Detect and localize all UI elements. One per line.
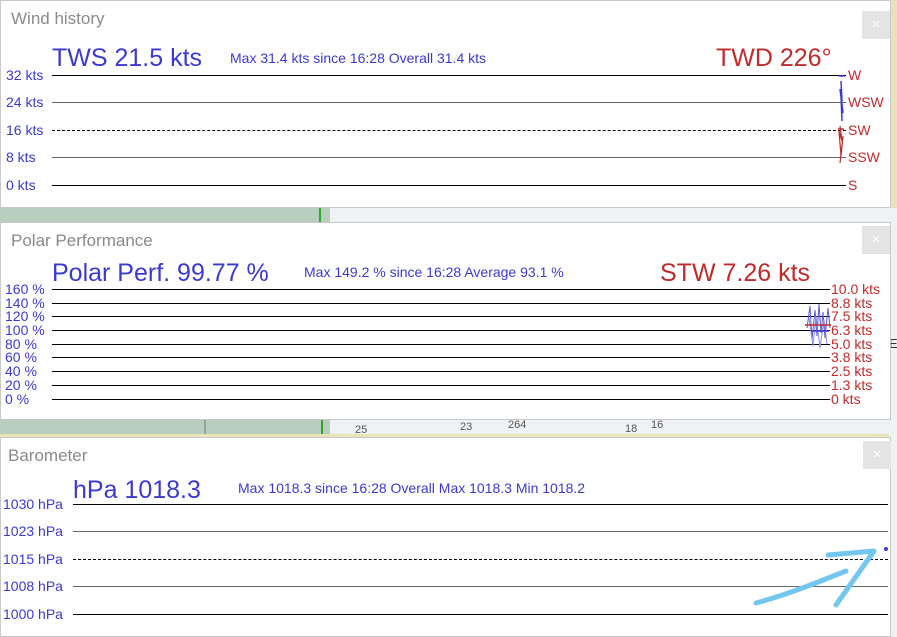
barometer-grid-line — [73, 559, 888, 560]
barometer-grid-line — [73, 531, 888, 532]
barometer-axis-label: 1023 hPa — [3, 523, 63, 539]
polar-grid-line — [52, 399, 830, 400]
polar-grid-line — [52, 303, 830, 304]
wind-grid-line — [52, 185, 846, 186]
polar-axis-label: 160 % — [5, 281, 45, 297]
barometer-value: hPa 1018.3 — [73, 476, 201, 504]
wind-direction-label: WSW — [848, 94, 884, 110]
polar-perf-value: Polar Perf. 99.77 % — [52, 259, 269, 287]
polar-grid-line — [52, 289, 830, 290]
map-depth-label: 18 — [625, 423, 637, 435]
barometer-grid-line — [73, 586, 888, 587]
polar-performance-trace — [805, 303, 831, 349]
polar-axis-label: 20 % — [5, 377, 37, 393]
wind-axis-label: 8 kts — [6, 149, 36, 165]
polar-axis-label: 100 % — [5, 322, 45, 338]
barometer-axis-label: 1008 hPa — [3, 578, 63, 594]
barometer-axis-label: 1030 hPa — [3, 496, 63, 512]
map-depth-label: 16 — [651, 419, 663, 431]
polar-speed-label: 3.8 kts — [831, 349, 873, 365]
barometer-grid-line — [73, 614, 888, 615]
wind-history-panel: Wind history × TWS 21.5 kts Max 31.4 kts… — [0, 0, 891, 208]
tws-value: TWS 21.5 kts — [52, 44, 203, 72]
polar-performance-title: Polar Performance — [11, 231, 153, 250]
wind-grid-line — [52, 75, 846, 76]
polar-axis-label: 40 % — [5, 363, 37, 379]
barometer-title: Barometer — [8, 446, 88, 465]
wind-direction-label: S — [848, 177, 858, 193]
polar-grid-line — [52, 344, 830, 345]
twd-value: TWD 226° — [716, 44, 832, 72]
barometer-close-button[interactable]: × — [863, 441, 891, 469]
polar-speed-label: 8.8 kts — [831, 295, 873, 311]
barometer-panel: Barometer × hPa 1018.3 Max 1018.3 since … — [0, 437, 891, 637]
wind-grid-line — [52, 130, 846, 131]
polar-speed-label: 1.3 kts — [831, 377, 873, 393]
polar-speed-label: 6.3 kts — [831, 322, 873, 338]
stw-value: STW 7.26 kts — [660, 259, 811, 287]
polar-grid-line — [52, 371, 830, 372]
wind-history-close-button[interactable]: × — [862, 11, 890, 39]
map-depth-label: 25 — [355, 424, 367, 436]
polar-grid-line — [52, 330, 830, 331]
barometer-axis-label: 1000 hPa — [3, 606, 63, 622]
polar-speed-label: 7.5 kts — [831, 308, 873, 324]
barometer-axis-label: 1015 hPa — [3, 551, 63, 567]
polar-stats: Max 149.2 % since 16:28 Average 93.1 % — [304, 264, 564, 280]
wind-axis-label: 24 kts — [6, 94, 44, 110]
map-depth-label: 264 — [508, 419, 526, 431]
polar-axis-label: 60 % — [5, 349, 37, 365]
polar-grid-line — [52, 385, 830, 386]
barometer-stats: Max 1018.3 since 16:28 Overall Max 1018.… — [238, 480, 586, 496]
wind-axis-label: 16 kts — [6, 122, 44, 138]
map-depth-label: 23 — [460, 421, 472, 433]
polar-axis-label: 120 % — [5, 308, 45, 324]
wind-history-trace — [838, 75, 845, 164]
polar-axis-label: 140 % — [5, 295, 45, 311]
map-depth-label: E — [889, 336, 897, 351]
polar-speed-label: 5.0 kts — [831, 336, 873, 352]
barometer-trend-arrow-icon — [753, 547, 888, 608]
wind-axis-label: 0 kts — [6, 177, 36, 193]
polar-speed-label: 0 kts — [831, 391, 861, 407]
polar-axis-label: 0 % — [5, 391, 30, 407]
polar-grid-line — [52, 316, 830, 317]
wind-grid-line — [52, 102, 846, 103]
polar-speed-label: 2.5 kts — [831, 363, 873, 379]
polar-performance-close-button[interactable]: × — [862, 226, 890, 254]
wind-stats: Max 31.4 kts since 16:28 Overall 31.4 kt… — [230, 50, 487, 66]
wind-axis-label: 32 kts — [6, 67, 44, 83]
barometer-grid-line — [73, 504, 888, 505]
polar-speed-label: 10.0 kts — [831, 281, 881, 297]
wind-direction-label: SW — [848, 122, 871, 138]
polar-grid-line — [52, 357, 830, 358]
polar-performance-panel: Polar Performance × Polar Perf. 99.77 % … — [0, 222, 891, 420]
wind-direction-label: SSW — [848, 149, 880, 165]
wind-grid-line — [52, 157, 846, 158]
polar-axis-label: 80 % — [5, 336, 37, 352]
wind-history-title: Wind history — [11, 9, 105, 28]
wind-direction-label: W — [848, 67, 862, 83]
